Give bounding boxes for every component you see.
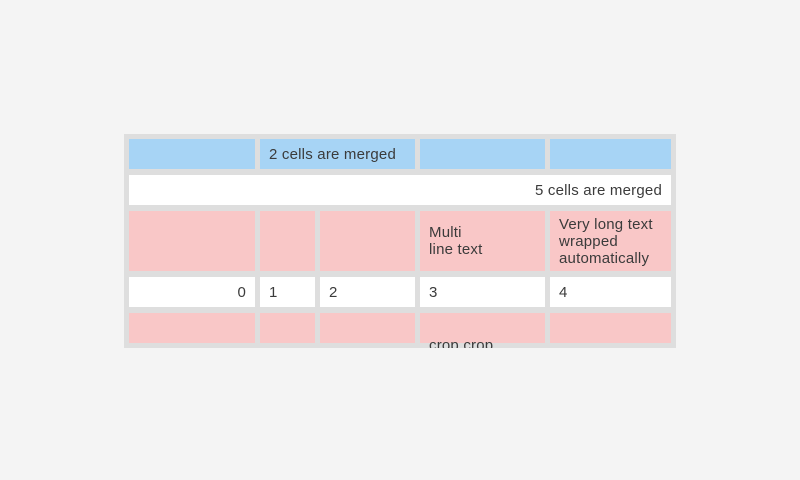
cell-r4c3[interactable]: 2 [320, 277, 415, 307]
cell-r5c2[interactable] [260, 313, 315, 343]
cell-r4c4-value: 3 [429, 283, 438, 301]
merged-cell-row1[interactable]: 2 cells are merged [260, 139, 415, 169]
cell-r5c3[interactable] [320, 313, 415, 343]
cell-r4c1-value: 0 [237, 283, 246, 301]
cell-r4c3-value: 2 [329, 283, 338, 301]
cell-r3c4-multiline[interactable]: Multi line text [420, 211, 545, 271]
cell-r3c5-wrapped[interactable]: Very long text wrapped automatically [550, 211, 671, 271]
wrapped-text: Very long text wrapped automatically [559, 215, 653, 267]
cell-r3c2[interactable] [260, 211, 315, 271]
merged-cell-row2-label: 5 cells are merged [535, 181, 662, 199]
cell-r5c4-cropped[interactable]: crop crop crop crop [420, 313, 545, 348]
cell-r1c5[interactable] [550, 139, 671, 169]
cell-r4c5[interactable]: 4 [550, 277, 671, 307]
cell-r4c1[interactable]: 0 [129, 277, 255, 307]
cell-r3c1[interactable] [129, 211, 255, 271]
cropped-text: crop crop crop crop [429, 337, 494, 348]
cell-r4c2[interactable]: 1 [260, 277, 315, 307]
cell-r4c2-value: 1 [269, 283, 278, 301]
merged-cell-row1-label: 2 cells are merged [269, 145, 396, 163]
cell-r1c1[interactable] [129, 139, 255, 169]
cell-r5c1[interactable] [129, 313, 255, 343]
multiline-text: Multi line text [429, 224, 483, 258]
cell-r3c3[interactable] [320, 211, 415, 271]
cell-r5c5[interactable] [550, 313, 671, 343]
cell-r4c5-value: 4 [559, 283, 568, 301]
cell-r1c4[interactable] [420, 139, 545, 169]
table-widget: 2 cells are merged 5 cells are merged Mu… [124, 134, 676, 348]
merged-cell-row2[interactable]: 5 cells are merged [129, 175, 671, 205]
cell-r4c4[interactable]: 3 [420, 277, 545, 307]
